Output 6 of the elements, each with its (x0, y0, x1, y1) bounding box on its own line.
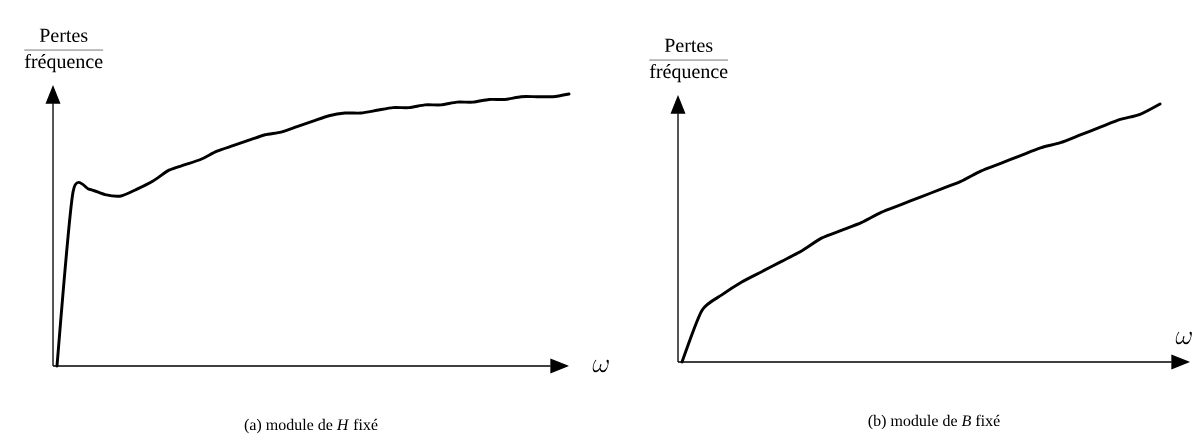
x-axis-title: $\omega$ (592, 359, 609, 373)
text: (a) module de H fixé (244, 418, 378, 434)
y-axis-title: $\frac{\mbox{Pertes}}{\mbox{fréquence}}$ (24, 28, 104, 73)
x-axis-title: $\omega$ (1175, 331, 1192, 345)
text: (b) module de B fixé (868, 414, 1000, 430)
y-axis-title: $\frac{\mbox{Pertes}}{\mbox{fréquence}}$ (649, 38, 729, 83)
